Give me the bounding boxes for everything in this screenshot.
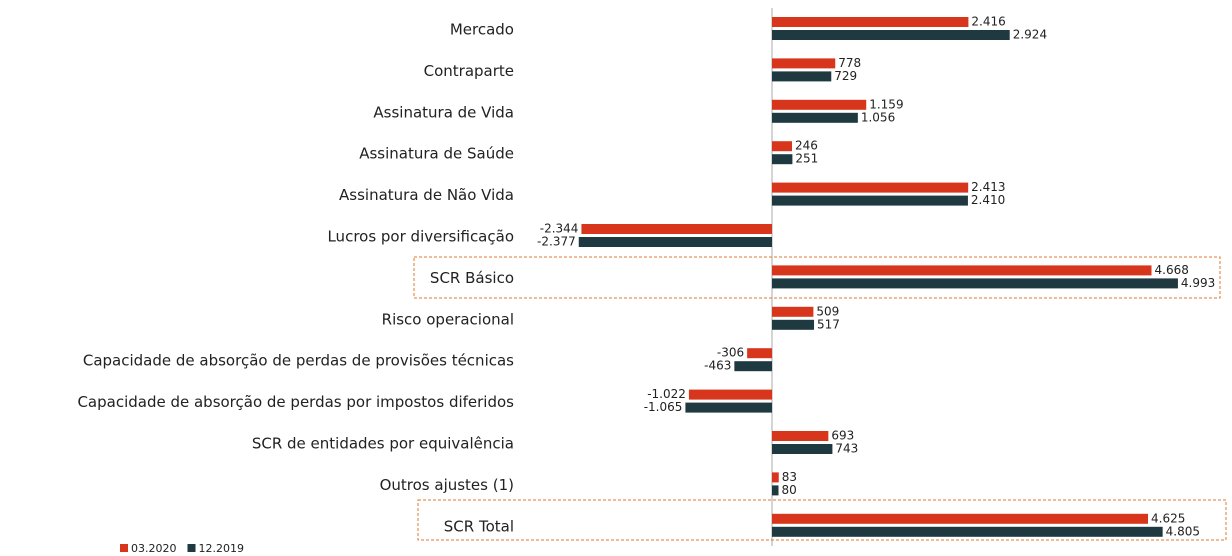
category-label: Assinatura de Vida (373, 103, 514, 121)
bar (772, 195, 968, 206)
category-label: SCR de entidades por equivalência (252, 435, 514, 453)
value-label: 4.993 (1181, 276, 1215, 290)
category-label: Capacidade de absorção de perdas de prov… (83, 352, 514, 370)
legend-swatch (187, 544, 196, 552)
value-label: 1.056 (861, 110, 895, 124)
bar (772, 182, 969, 193)
bar (772, 17, 969, 27)
bar (772, 58, 836, 69)
bar (772, 71, 832, 82)
category-label: Mercado (450, 21, 514, 39)
value-label: 4.668 (1155, 263, 1189, 277)
value-label: 509 (816, 304, 839, 318)
value-label: -2.377 (537, 235, 576, 249)
bar (772, 319, 815, 330)
value-label: 2.413 (971, 180, 1005, 194)
bar (734, 361, 772, 372)
value-label: -1.022 (647, 387, 686, 401)
bar (772, 141, 792, 152)
bar (772, 431, 829, 441)
legend-label: 03.2020 (131, 542, 177, 555)
value-label: 4.805 (1166, 524, 1200, 538)
bar (772, 306, 814, 317)
bar (772, 112, 858, 123)
value-label: 2.410 (971, 193, 1005, 207)
category-label: Contraparte (424, 62, 514, 80)
value-label: 2.924 (1013, 28, 1047, 42)
value-label: 1.159 (869, 97, 903, 111)
bar (772, 526, 1163, 537)
value-label: 4.625 (1151, 511, 1185, 525)
value-label: -2.344 (540, 222, 579, 236)
bar (685, 402, 772, 413)
category-label: SCR Básico (430, 269, 514, 287)
bar (772, 485, 779, 496)
category-label: Assinatura de Não Vida (339, 186, 514, 204)
category-label: SCR Total (444, 517, 514, 535)
category-label: Outros ajustes (1) (380, 476, 514, 494)
value-label: 743 (835, 442, 858, 456)
bar (772, 278, 1178, 289)
legend-swatch (120, 544, 128, 552)
value-label: 251 (795, 152, 818, 166)
value-label: -306 (717, 346, 744, 360)
bar (772, 154, 793, 165)
value-label: 246 (795, 139, 818, 153)
value-label: 517 (817, 317, 840, 331)
legend-label: 12.2019 (199, 542, 245, 555)
value-label: 80 (782, 483, 797, 497)
value-label: 83 (782, 470, 797, 484)
category-label: Lucros por diversificação (327, 228, 514, 246)
value-label: 729 (834, 69, 857, 83)
bar (578, 237, 772, 247)
bar (772, 99, 867, 110)
category-label: Risco operacional (382, 310, 514, 328)
bar (772, 472, 779, 483)
value-label: -463 (704, 359, 731, 373)
value-label: 778 (838, 56, 861, 70)
bar (772, 30, 1010, 40)
bar (772, 444, 833, 454)
bar (772, 265, 1152, 276)
value-label: 693 (831, 429, 854, 443)
bar (772, 513, 1149, 524)
bar (747, 348, 772, 359)
category-label: Capacidade de absorção de perdas por imp… (77, 393, 514, 411)
bar (581, 224, 772, 234)
value-label: 2.416 (971, 15, 1005, 29)
bar (688, 389, 772, 400)
highlight-box (417, 499, 1227, 541)
category-label: Assinatura de Saúde (359, 145, 514, 163)
value-label: -1.065 (644, 400, 683, 414)
highlight-box (413, 256, 1221, 299)
